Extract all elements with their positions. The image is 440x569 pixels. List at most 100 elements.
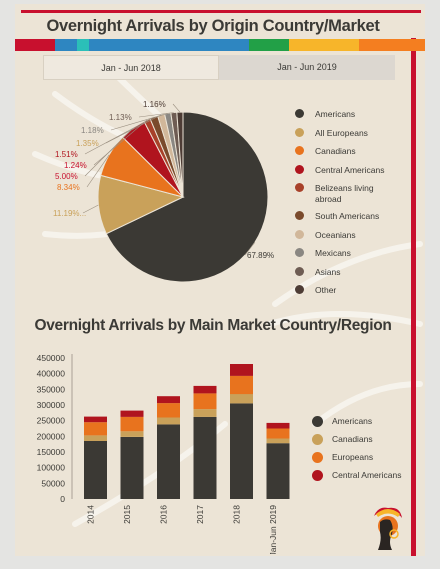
bar-central-americans-2016[interactable] xyxy=(157,396,180,404)
legend-label: Canadians xyxy=(332,434,373,444)
legend-swatch xyxy=(295,229,304,239)
pie-leader-line xyxy=(110,113,168,131)
bar-americans-jan-jun-2019[interactable] xyxy=(266,443,290,499)
legend-swatch xyxy=(312,416,323,427)
bar-canadians-2015[interactable] xyxy=(120,431,144,437)
bar-central-americans-2018[interactable] xyxy=(230,364,253,376)
color-strip-segment xyxy=(289,39,359,51)
bar-central-americans-2014[interactable] xyxy=(84,416,107,423)
pie-label-belizeans-living-abroad: 1.24% xyxy=(64,161,87,170)
legend-label: Asians xyxy=(315,266,341,277)
pie-leader-line xyxy=(82,204,99,214)
color-strip-segment xyxy=(55,39,77,51)
pie-label-south-americans: 1.51% xyxy=(55,150,78,159)
legend-swatch xyxy=(295,146,304,155)
bar-canadians-2018[interactable] xyxy=(230,394,253,404)
color-strip xyxy=(15,39,425,51)
pie-chart: 67.89% 11.19%... 8.34% 5.00% 1.24% 1.51% 1.35%… xyxy=(53,100,274,283)
legend-label: Other xyxy=(315,285,337,295)
pie-label-canadians: 8.34% xyxy=(57,183,80,192)
pie-label-all-europeans: 11.19%... xyxy=(53,209,86,218)
pie-leader-line xyxy=(84,116,154,155)
bar-americans-2014[interactable] xyxy=(84,441,107,499)
legend-label: Mexicans xyxy=(315,248,351,258)
infographic-card: Overnight Arrivals by Origin Country/Mar… xyxy=(15,4,425,556)
bar-central-americans-jan-jun-2019[interactable] xyxy=(266,422,290,429)
bar-americans-2016[interactable] xyxy=(157,424,180,499)
bar-canadians-jan-jun-2019[interactable] xyxy=(266,438,290,444)
color-strip-segment xyxy=(249,39,289,51)
stacked-bar-chart: 450000 400000 350000 300000 250000 200000 1500… xyxy=(37,353,290,554)
y-tick-label: 200000 xyxy=(37,431,66,441)
legend-label: Europeans xyxy=(332,452,374,462)
bar-americans-2018[interactable] xyxy=(230,403,253,499)
legend-label: All Europeans xyxy=(315,127,368,138)
bar-europeans-jan-jun-2019[interactable] xyxy=(266,428,290,439)
x-tick-label: 2014 xyxy=(86,505,96,524)
color-strip-segment xyxy=(77,39,89,51)
pie-label-asians: 1.13% xyxy=(109,113,132,122)
bar-canadians-2016[interactable] xyxy=(157,417,180,425)
legend-swatch xyxy=(295,266,304,276)
x-tick-label: 2018 xyxy=(232,505,242,524)
x-tick-label: 2016 xyxy=(159,505,169,524)
legend-swatch xyxy=(295,109,304,118)
y-tick-label: 350000 xyxy=(37,384,66,394)
bar-central-americans-2017[interactable] xyxy=(193,385,217,394)
color-strip-segment xyxy=(359,39,425,51)
legend-swatch xyxy=(295,248,304,257)
pie-leader-line xyxy=(138,112,174,118)
legend-label: Central Americans xyxy=(315,164,385,175)
color-strip-segment xyxy=(89,39,249,51)
pie-label-central-americans: 5.00% xyxy=(55,172,78,181)
legend-swatch xyxy=(295,211,304,220)
bar-europeans-2014[interactable] xyxy=(84,422,107,436)
y-tick-label: 250000 xyxy=(37,416,66,426)
x-tick-label: 2015 xyxy=(122,505,132,524)
legend-label: South Americans xyxy=(315,211,380,221)
y-tick-label: 50000 xyxy=(41,478,65,488)
legend-swatch xyxy=(295,285,304,294)
bar-europeans-2017[interactable] xyxy=(193,393,217,410)
pie-label-other: 1.16% xyxy=(143,100,166,109)
pie-leader-line xyxy=(105,114,162,144)
right-red-rule xyxy=(411,38,416,556)
pie-label-mexicans: 1.18% xyxy=(81,126,104,135)
legend-label: Americans xyxy=(332,416,373,426)
page-title: Overnight Arrivals by Origin Country/Mar… xyxy=(46,17,380,35)
legend-swatch xyxy=(312,470,323,481)
top-red-rule xyxy=(21,10,421,13)
tab-jan-jun-2018[interactable]: Jan - Jun 2018 xyxy=(43,55,219,80)
y-tick-label: 0 xyxy=(60,494,65,504)
legend-label: Oceanians xyxy=(315,229,356,240)
legend-label: Belizeans living abroad xyxy=(315,183,374,204)
bar-europeans-2018[interactable] xyxy=(230,375,253,395)
legend-label: Canadians xyxy=(315,146,356,156)
pie-label-oceanians: 1.35% xyxy=(76,139,99,148)
bar-europeans-2016[interactable] xyxy=(157,403,180,418)
y-tick-label: 400000 xyxy=(37,369,66,379)
woman-silhouette-logo xyxy=(374,507,402,550)
x-tick-label: Jan-Jun 2019 xyxy=(268,505,278,554)
color-strip-segment xyxy=(15,39,55,51)
tab-jan-jun-2019[interactable]: Jan - Jun 2019 xyxy=(219,55,395,80)
legend-swatch xyxy=(312,452,323,463)
bar-americans-2015[interactable] xyxy=(120,437,144,499)
legend-label: Americans xyxy=(315,109,356,119)
y-tick-label: 450000 xyxy=(37,353,66,363)
legend-swatch xyxy=(295,183,304,192)
pie-label-americans: 67.89% xyxy=(247,251,274,260)
pie-slice-americans[interactable] xyxy=(105,111,269,283)
y-tick-label: 100000 xyxy=(37,463,66,473)
bar-europeans-2015[interactable] xyxy=(120,416,144,432)
pie-leader-line xyxy=(86,154,110,188)
period-tabs: Jan - Jun 2018 Jan - Jun 2019 xyxy=(43,55,411,80)
bar-canadians-2014[interactable] xyxy=(84,435,107,441)
bar-central-americans-2015[interactable] xyxy=(120,410,144,417)
y-tick-label: 150000 xyxy=(37,447,66,457)
pie-leader-line xyxy=(93,119,148,166)
bar-canadians-2017[interactable] xyxy=(193,409,217,417)
bar-americans-2017[interactable] xyxy=(193,416,217,499)
legend-swatch xyxy=(312,434,323,445)
x-tick-label: 2017 xyxy=(195,505,205,524)
